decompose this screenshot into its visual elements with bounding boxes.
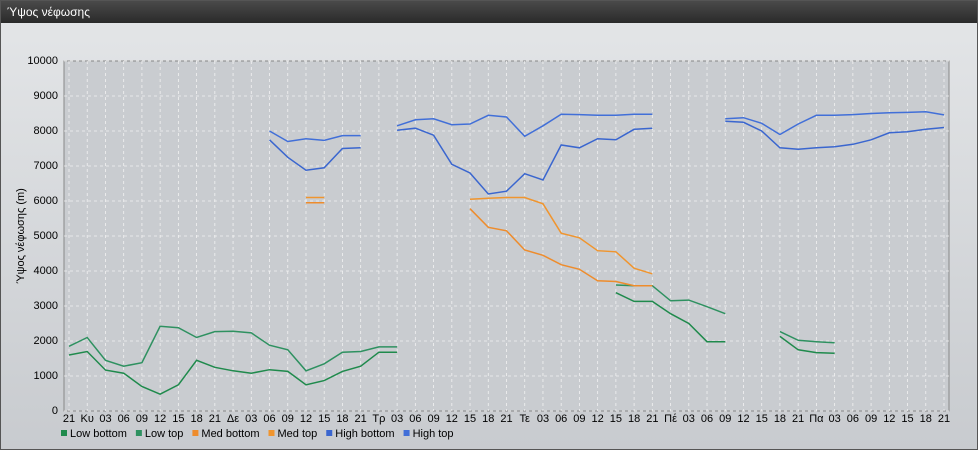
x-tick-label: 12 — [737, 413, 749, 425]
x-tick-label: 21 — [792, 413, 804, 425]
x-tick-label: 03 — [537, 413, 549, 425]
y-tick-label: 1000 — [34, 370, 58, 382]
x-tick-label: 18 — [190, 413, 202, 425]
y-tick-label: 5000 — [34, 230, 58, 242]
x-tick-label: 21 — [938, 413, 950, 425]
x-tick-label: Πέ — [664, 413, 677, 425]
y-tick-label: 2000 — [34, 335, 58, 347]
x-tick-label: 21 — [646, 413, 658, 425]
x-tick-label: 12 — [154, 413, 166, 425]
x-tick-label: Πα — [809, 413, 824, 425]
x-tick-label: 03 — [245, 413, 257, 425]
y-tick-label: 4000 — [34, 265, 58, 277]
window-title: Ύψος νέφωσης — [1, 1, 977, 23]
x-tick-label: 03 — [391, 413, 403, 425]
x-tick-label: Δε — [227, 413, 239, 425]
x-tick-label: 06 — [847, 413, 859, 425]
x-tick-label: 09 — [865, 413, 877, 425]
series-line — [306, 196, 653, 275]
x-tick-label: 06 — [409, 413, 421, 425]
y-axis-label: Ύψος νέφωσης (m) — [15, 188, 27, 284]
legend-swatch — [403, 430, 410, 436]
x-tick-label: 09 — [282, 413, 294, 425]
legend-swatch — [61, 430, 67, 436]
x-tick-label: 18 — [920, 413, 932, 425]
x-tick-label: 12 — [446, 413, 458, 425]
legend-swatch — [192, 430, 199, 436]
x-tick-label: 21 — [500, 413, 512, 425]
x-tick-label: 09 — [427, 413, 439, 425]
x-tick-label: 12 — [592, 413, 604, 425]
x-tick-label: 15 — [901, 413, 913, 425]
x-tick-label: 06 — [701, 413, 713, 425]
x-tick-label: 15 — [318, 413, 330, 425]
x-tick-label: 09 — [719, 413, 731, 425]
legend-swatch — [326, 430, 333, 436]
y-tick-label: 8000 — [34, 125, 58, 137]
x-tick-label: 21 — [63, 413, 75, 425]
legend-label: High top — [413, 428, 454, 440]
x-tick-label: 18 — [774, 413, 786, 425]
x-tick-label: 18 — [336, 413, 348, 425]
legend-label: Med top — [278, 428, 318, 440]
x-tick-label: 03 — [829, 413, 841, 425]
legend-label: High bottom — [335, 428, 394, 440]
x-tick-label: 06 — [263, 413, 275, 425]
series-line — [268, 120, 945, 195]
x-tick-label: Κυ — [81, 413, 94, 425]
y-tick-label: 10000 — [27, 55, 58, 67]
x-tick-label: 18 — [482, 413, 494, 425]
series-line — [68, 292, 835, 396]
legend-label: Low bottom — [70, 428, 127, 440]
x-tick-label: 06 — [555, 413, 567, 425]
y-tick-label: 6000 — [34, 195, 58, 207]
legend-swatch — [268, 430, 275, 436]
y-tick-label: 7000 — [34, 160, 58, 172]
y-tick-label: 9000 — [34, 90, 58, 102]
x-tick-label: 15 — [610, 413, 622, 425]
x-tick-label: 09 — [136, 413, 148, 425]
x-tick-label: 12 — [300, 413, 312, 425]
series-line — [269, 111, 945, 143]
series-line — [306, 202, 653, 287]
x-tick-label: 12 — [883, 413, 895, 425]
legend-label: Med bottom — [201, 428, 259, 440]
x-tick-label: 03 — [99, 413, 111, 425]
x-tick-label: 09 — [573, 413, 585, 425]
x-tick-label: 15 — [756, 413, 768, 425]
legend-label: Low top — [145, 428, 184, 440]
legend-swatch — [135, 430, 142, 436]
x-tick-label: 21 — [209, 413, 221, 425]
x-tick-label: Τρ — [372, 413, 385, 425]
y-tick-label: 3000 — [34, 300, 58, 312]
x-tick-label: 06 — [118, 413, 130, 425]
x-tick-label: 03 — [683, 413, 695, 425]
x-tick-label: 15 — [464, 413, 476, 425]
x-tick-label: 15 — [172, 413, 184, 425]
x-tick-label: Τε — [520, 413, 531, 425]
y-tick-label: 0 — [52, 405, 58, 417]
x-tick-label: 21 — [355, 413, 367, 425]
x-tick-label: 18 — [628, 413, 640, 425]
